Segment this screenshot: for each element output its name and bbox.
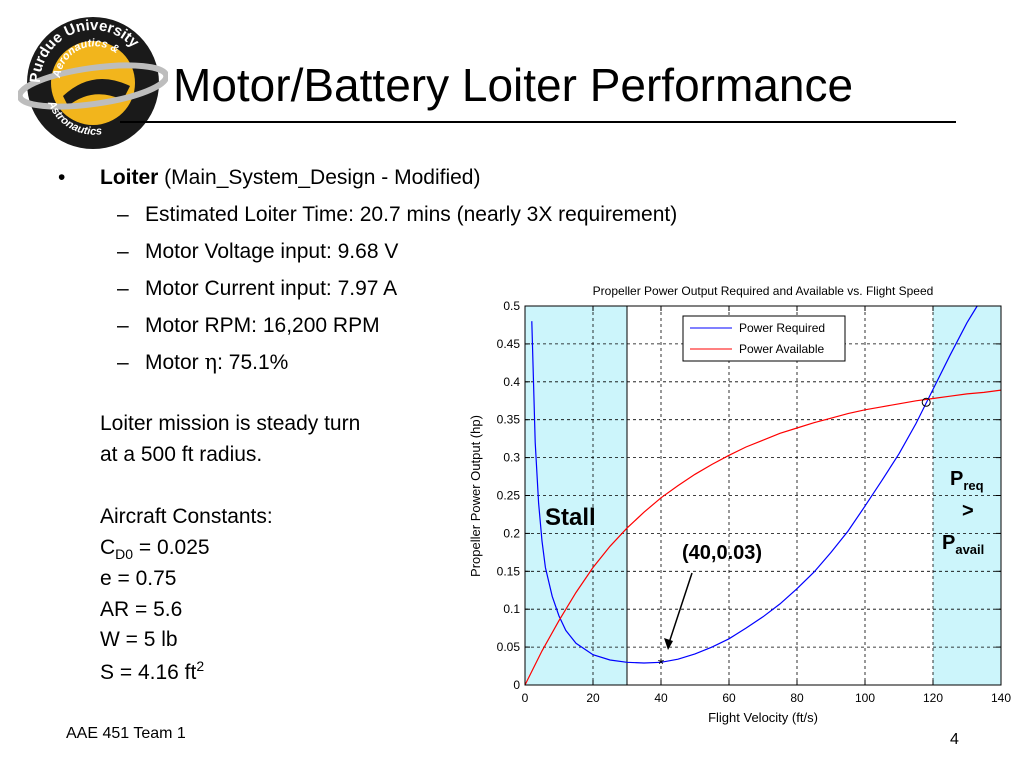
y-tick-label: 0.35 xyxy=(497,413,521,427)
annotation-arrowhead xyxy=(664,638,673,650)
sub-dash: – xyxy=(117,277,129,300)
sub-dash: – xyxy=(117,351,129,374)
sub-bullet-current: Motor Current input: 7.97 A xyxy=(145,277,398,300)
shaded-region-1 xyxy=(933,306,1001,685)
y-tick-label: 0.1 xyxy=(503,602,520,616)
y-tick-label: 0 xyxy=(513,678,520,692)
x-tick-label: 140 xyxy=(991,691,1011,705)
y-tick-label: 0.45 xyxy=(497,337,521,351)
x-tick-label: 100 xyxy=(855,691,875,705)
bullet-loiter-bold: Loiter xyxy=(100,166,159,189)
y-tick-label: 0.05 xyxy=(497,640,521,654)
mission-line-1: Loiter mission is steady turn xyxy=(100,412,361,435)
sub-dash: – xyxy=(117,203,129,226)
y-tick-label: 0.3 xyxy=(503,451,520,465)
annotation-point: (40,0.03) xyxy=(682,542,762,564)
annotation-preq-gt-pavail: Preq > Pavail xyxy=(942,468,984,557)
series-line-power-available xyxy=(524,389,1002,686)
chart-legend: Power Required Power Available xyxy=(682,315,846,362)
sub-dash: – xyxy=(117,314,129,337)
min-power-marker: * xyxy=(658,656,664,673)
preq-symbol: Preq xyxy=(950,468,984,493)
page-title: Motor/Battery Loiter Performance xyxy=(173,59,854,111)
constant-w: W = 5 lb xyxy=(100,628,178,651)
cd0-subscript: D0 xyxy=(115,546,134,563)
bullet-marker: • xyxy=(58,166,66,189)
legend-box xyxy=(682,315,846,362)
constant-s: S = 4.16 ft2 xyxy=(100,659,204,683)
chart-ylabel: Propeller Power Output (hp) xyxy=(468,415,483,577)
footer-team: AAE 451 Team 1 xyxy=(66,725,186,742)
chart-title: Propeller Power Output Required and Avai… xyxy=(593,284,934,298)
s-value: S = 4.16 ft xyxy=(100,661,197,684)
constant-ar: AR = 5.6 xyxy=(100,598,183,621)
efficiency-value: : 75.1% xyxy=(217,351,289,374)
chart-ticks: 0 20 40 60 80 100 120 140 0 0.05 0.1 0.15 0.2 0.25 0.3… xyxy=(497,299,1012,705)
legend-label-power-available: Power Available xyxy=(739,342,824,356)
page-number: 4 xyxy=(950,731,959,748)
series-line-power-required xyxy=(531,305,978,664)
x-tick-label: 120 xyxy=(923,691,943,705)
x-tick-label: 0 xyxy=(522,691,529,705)
x-tick-label: 20 xyxy=(586,691,600,705)
purdue-logo: Purdue University Aeronautics & Astronau… xyxy=(18,17,168,149)
efficiency-prefix: Motor xyxy=(145,351,205,374)
bullet-loiter: Loiter (Main_System_Design - Modified) xyxy=(100,167,480,188)
cd0-value: = 0.025 xyxy=(133,536,210,559)
chart-grid xyxy=(525,306,1001,685)
sub-bullet-rpm: Motor RPM: 16,200 RPM xyxy=(145,314,380,337)
title-underline xyxy=(120,121,956,123)
mission-line-2: at a 500 ft radius. xyxy=(100,443,263,466)
pavail-symbol: Pavail xyxy=(942,532,984,557)
eta-symbol: η xyxy=(204,350,218,374)
x-tick-label: 40 xyxy=(654,691,668,705)
sub-bullet-efficiency: Motor η: 75.1% xyxy=(145,350,289,374)
intersection-marker xyxy=(921,397,931,407)
constant-cd0: CD0 = 0.025 xyxy=(100,537,210,561)
annotation-arrow xyxy=(667,572,693,647)
annotation-stall: Stall xyxy=(545,504,596,531)
y-tick-label: 0.15 xyxy=(497,564,521,578)
y-tick-label: 0.2 xyxy=(503,526,520,540)
constants-heading: Aircraft Constants: xyxy=(100,505,273,528)
constant-e: e = 0.75 xyxy=(100,567,177,590)
legend-label-power-required: Power Required xyxy=(739,321,825,335)
s-superscript: 2 xyxy=(196,658,205,674)
sub-dash: – xyxy=(117,240,129,263)
chart-series xyxy=(524,305,1002,686)
y-tick-label: 0.5 xyxy=(503,299,520,313)
cd0-symbol: C xyxy=(100,536,116,559)
x-tick-label: 60 xyxy=(722,691,736,705)
greater-than: > xyxy=(962,500,974,522)
chart-markers: * xyxy=(658,397,931,673)
sub-bullet-loiter-time: Estimated Loiter Time: 20.7 mins (nearly… xyxy=(145,203,678,226)
y-tick-label: 0.25 xyxy=(497,489,521,503)
sub-bullet-voltage: Motor Voltage input: 9.68 V xyxy=(145,240,399,263)
y-tick-label: 0.4 xyxy=(503,375,520,389)
chart-xlabel: Flight Velocity (ft/s) xyxy=(708,710,818,725)
bullet-loiter-rest: (Main_System_Design - Modified) xyxy=(158,166,481,189)
x-tick-label: 80 xyxy=(790,691,804,705)
